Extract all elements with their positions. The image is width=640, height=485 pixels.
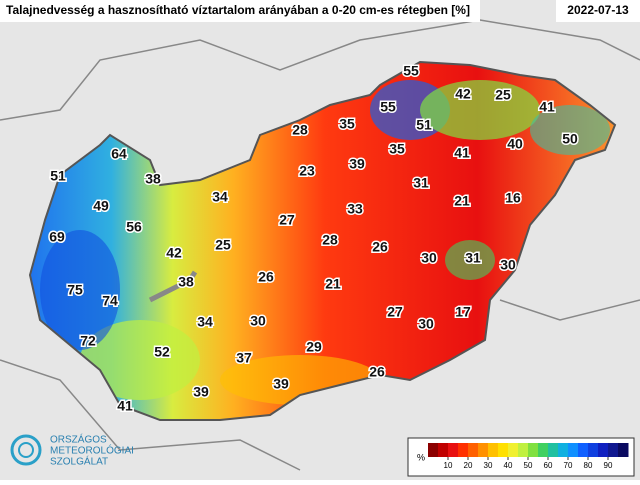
station-value: 37	[236, 350, 252, 366]
station-value: 30	[421, 250, 437, 266]
legend-swatch	[498, 443, 509, 457]
station-value: 41	[454, 145, 470, 161]
legend-swatch	[508, 443, 519, 457]
legend-swatch	[478, 443, 489, 457]
station-value: 31	[413, 175, 429, 191]
station-value: 34	[197, 314, 213, 330]
legend-swatch	[558, 443, 569, 457]
station-value: 75	[67, 282, 83, 298]
date: 2022-07-13	[567, 3, 629, 17]
station-value: 16	[505, 190, 521, 206]
border-lines	[0, 19, 640, 471]
station-value: 34	[212, 189, 228, 205]
legend-swatch	[428, 443, 439, 457]
station-value: 42	[455, 86, 471, 102]
title: Talajnedvesség a hasznosítható víztartal…	[6, 3, 470, 17]
logo-text: METEOROLÓGIAI	[50, 444, 134, 457]
legend-unit: %	[417, 452, 425, 462]
logo: ORSZÁGOS METEOROLÓGIAI SZOLGÁLAT	[10, 433, 134, 468]
legend-swatch	[448, 443, 459, 457]
legend-tick-label: 30	[484, 461, 493, 470]
station-value: 30	[418, 316, 434, 332]
legend-swatch	[578, 443, 589, 457]
station-value: 25	[495, 87, 511, 103]
station-value: 29	[306, 339, 322, 355]
legend-tick-label: 50	[524, 461, 533, 470]
station-value: 27	[279, 212, 295, 228]
station-value: 40	[507, 136, 523, 152]
legend-swatch	[488, 443, 499, 457]
legend-tick-label: 10	[444, 461, 453, 470]
legend-swatch	[618, 443, 629, 457]
station-value: 56	[126, 219, 142, 235]
station-value: 35	[339, 116, 355, 132]
station-value: 49	[93, 198, 109, 214]
legend-tick-label: 70	[564, 461, 573, 470]
station-value: 26	[372, 239, 388, 255]
station-value: 30	[250, 313, 266, 329]
station-value: 55	[403, 63, 419, 79]
station-value: 74	[102, 293, 118, 309]
station-value: 28	[322, 232, 338, 248]
station-value: 51	[416, 117, 432, 133]
station-value: 50	[562, 131, 578, 147]
station-value: 26	[258, 269, 274, 285]
station-value: 38	[145, 171, 161, 187]
legend-tick-label: 60	[544, 461, 553, 470]
legend-tick-label: 90	[604, 461, 613, 470]
station-value: 30	[500, 257, 516, 273]
station-value: 41	[539, 99, 555, 115]
station-value: 35	[389, 141, 405, 157]
legend-swatch	[518, 443, 529, 457]
title-bg	[0, 0, 480, 22]
logo-text: SZOLGÁLAT	[50, 455, 108, 468]
legend-tick-label: 20	[464, 461, 473, 470]
legend-swatch	[528, 443, 539, 457]
station-value: 42	[166, 245, 182, 261]
legend-tick-label: 40	[504, 461, 513, 470]
station-value: 23	[299, 163, 315, 179]
station-value: 52	[154, 344, 170, 360]
legend-swatch	[598, 443, 609, 457]
legend-swatch	[548, 443, 559, 457]
legend-swatch	[538, 443, 549, 457]
station-value: 25	[215, 237, 231, 253]
station-value: 27	[387, 304, 403, 320]
station-value: 21	[454, 193, 470, 209]
station-value: 39	[273, 376, 289, 392]
station-value: 55	[380, 99, 396, 115]
station-value: 72	[80, 333, 96, 349]
legend-swatch	[458, 443, 469, 457]
legend-tick-label: 80	[584, 461, 593, 470]
station-value: 26	[369, 364, 385, 380]
legend-swatch	[468, 443, 479, 457]
station-value: 38	[178, 274, 194, 290]
station-value: 21	[325, 276, 341, 292]
station-value: 39	[193, 384, 209, 400]
legend-swatch	[608, 443, 619, 457]
station-value: 69	[49, 229, 65, 245]
lake	[148, 270, 198, 303]
station-value: 17	[455, 304, 471, 320]
station-value: 39	[349, 156, 365, 172]
station-value: 33	[347, 201, 363, 217]
station-value: 64	[111, 146, 127, 162]
station-value: 28	[292, 122, 308, 138]
station-value: 41	[117, 398, 133, 414]
date-bg	[556, 0, 640, 22]
legend-swatch	[568, 443, 579, 457]
station-value: 31	[465, 250, 481, 266]
legend-swatch	[588, 443, 599, 457]
legend-swatch	[438, 443, 449, 457]
station-value: 51	[50, 168, 66, 184]
logo-text: ORSZÁGOS	[50, 433, 107, 446]
